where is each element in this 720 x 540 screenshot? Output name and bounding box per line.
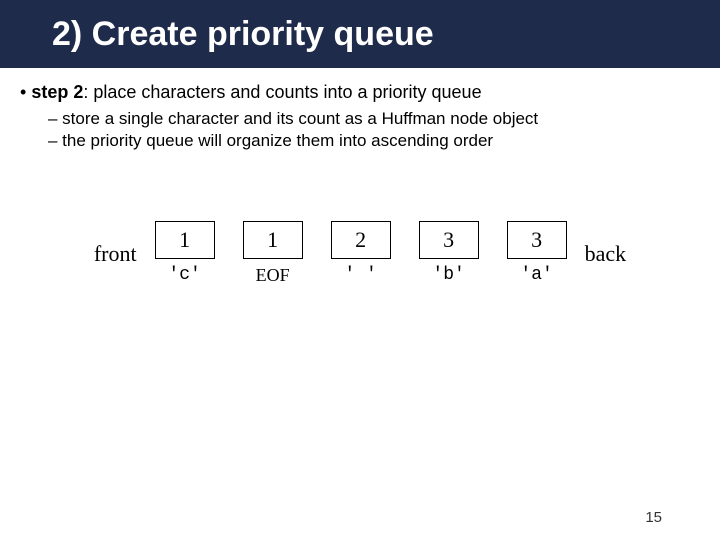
- front-label: front: [94, 241, 137, 267]
- sub-bullet-2: – the priority queue will organize them …: [20, 131, 700, 151]
- queue-node: 3 'a': [507, 221, 567, 286]
- node-count: 1: [155, 221, 215, 259]
- bullet-main: • step 2: place characters and counts in…: [20, 82, 700, 103]
- queue-node: 1 'c': [155, 221, 215, 286]
- page-number: 15: [645, 509, 662, 526]
- node-char: EOF: [256, 265, 290, 286]
- node-char: ' ': [344, 265, 376, 285]
- queue-node: 2 ' ': [331, 221, 391, 286]
- node-char: 'b': [432, 265, 464, 285]
- node-count: 1: [243, 221, 303, 259]
- sub-bullet-1: – store a single character and its count…: [20, 109, 700, 129]
- queue-node: 3 'b': [419, 221, 479, 286]
- node-count: 3: [507, 221, 567, 259]
- slide-content: • step 2: place characters and counts in…: [0, 68, 720, 286]
- slide-title: 2) Create priority queue: [52, 15, 434, 54]
- bullet-rest: : place characters and counts into a pri…: [83, 82, 481, 102]
- title-bar: 2) Create priority queue: [0, 0, 720, 68]
- node-char: 'c': [168, 265, 200, 285]
- back-label: back: [585, 241, 627, 267]
- bullet-bold: step 2: [31, 82, 83, 102]
- priority-queue-diagram: front 1 'c' 1 EOF 2 ' ' 3 'b' 3 'a': [20, 221, 700, 286]
- queue-nodes: 1 'c' 1 EOF 2 ' ' 3 'b' 3 'a': [155, 221, 567, 286]
- queue-node: 1 EOF: [243, 221, 303, 286]
- node-char: 'a': [520, 265, 552, 285]
- node-count: 2: [331, 221, 391, 259]
- bullet-marker: •: [20, 82, 31, 102]
- node-count: 3: [419, 221, 479, 259]
